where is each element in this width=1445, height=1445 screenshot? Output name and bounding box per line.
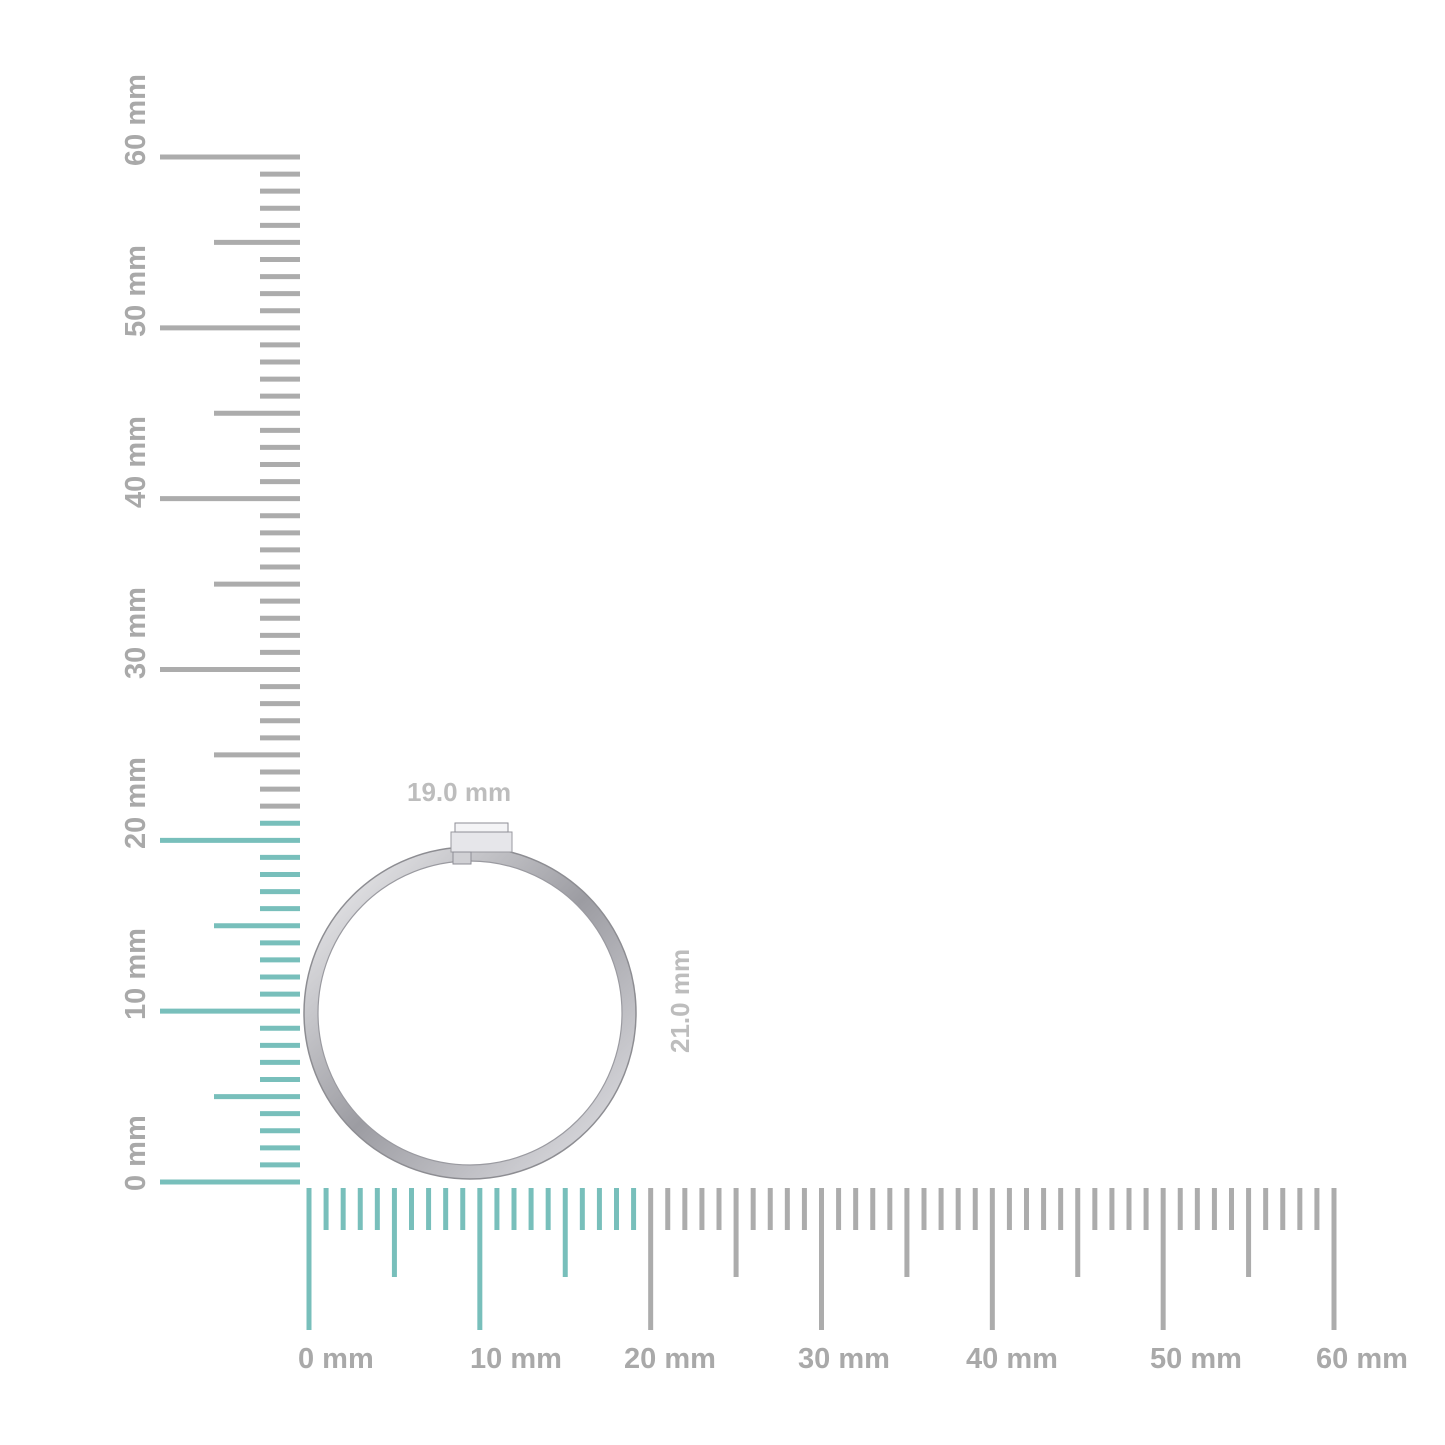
horizontal-tick-label: 40 mm <box>966 1343 1058 1375</box>
horizontal-tick-label: 30 mm <box>798 1343 890 1375</box>
ring-image <box>303 822 637 1180</box>
ring-band <box>304 847 636 1179</box>
vertical-tick-label: 40 mm <box>120 415 152 508</box>
vertical-ruler <box>160 154 300 1185</box>
ring-setting <box>450 831 513 853</box>
horizontal-ruler <box>306 1188 1337 1330</box>
vertical-tick-label: 0 mm <box>120 1115 152 1191</box>
vertical-tick-label: 20 mm <box>120 757 152 850</box>
ring-height-label: 21.0 mm <box>665 948 695 1053</box>
horizontal-tick-label: 20 mm <box>624 1343 716 1375</box>
vertical-tick-label: 50 mm <box>120 244 152 337</box>
ring-width-label: 19.0 mm <box>407 777 512 807</box>
vertical-tick-label: 30 mm <box>120 586 152 679</box>
vertical-tick-label: 10 mm <box>120 928 152 1021</box>
horizontal-tick-label: 10 mm <box>470 1343 562 1375</box>
horizontal-tick-label: 0 mm <box>298 1343 374 1375</box>
horizontal-tick-label: 50 mm <box>1150 1343 1242 1375</box>
horizontal-tick-label: 60 mm <box>1316 1343 1408 1375</box>
vertical-tick-label: 60 mm <box>120 74 152 166</box>
